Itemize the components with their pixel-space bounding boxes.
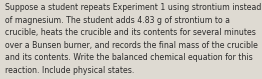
Text: Suppose a student repeats Experiment 1 using strontium instead
of magnesium. The: Suppose a student repeats Experiment 1 u…: [5, 3, 261, 75]
